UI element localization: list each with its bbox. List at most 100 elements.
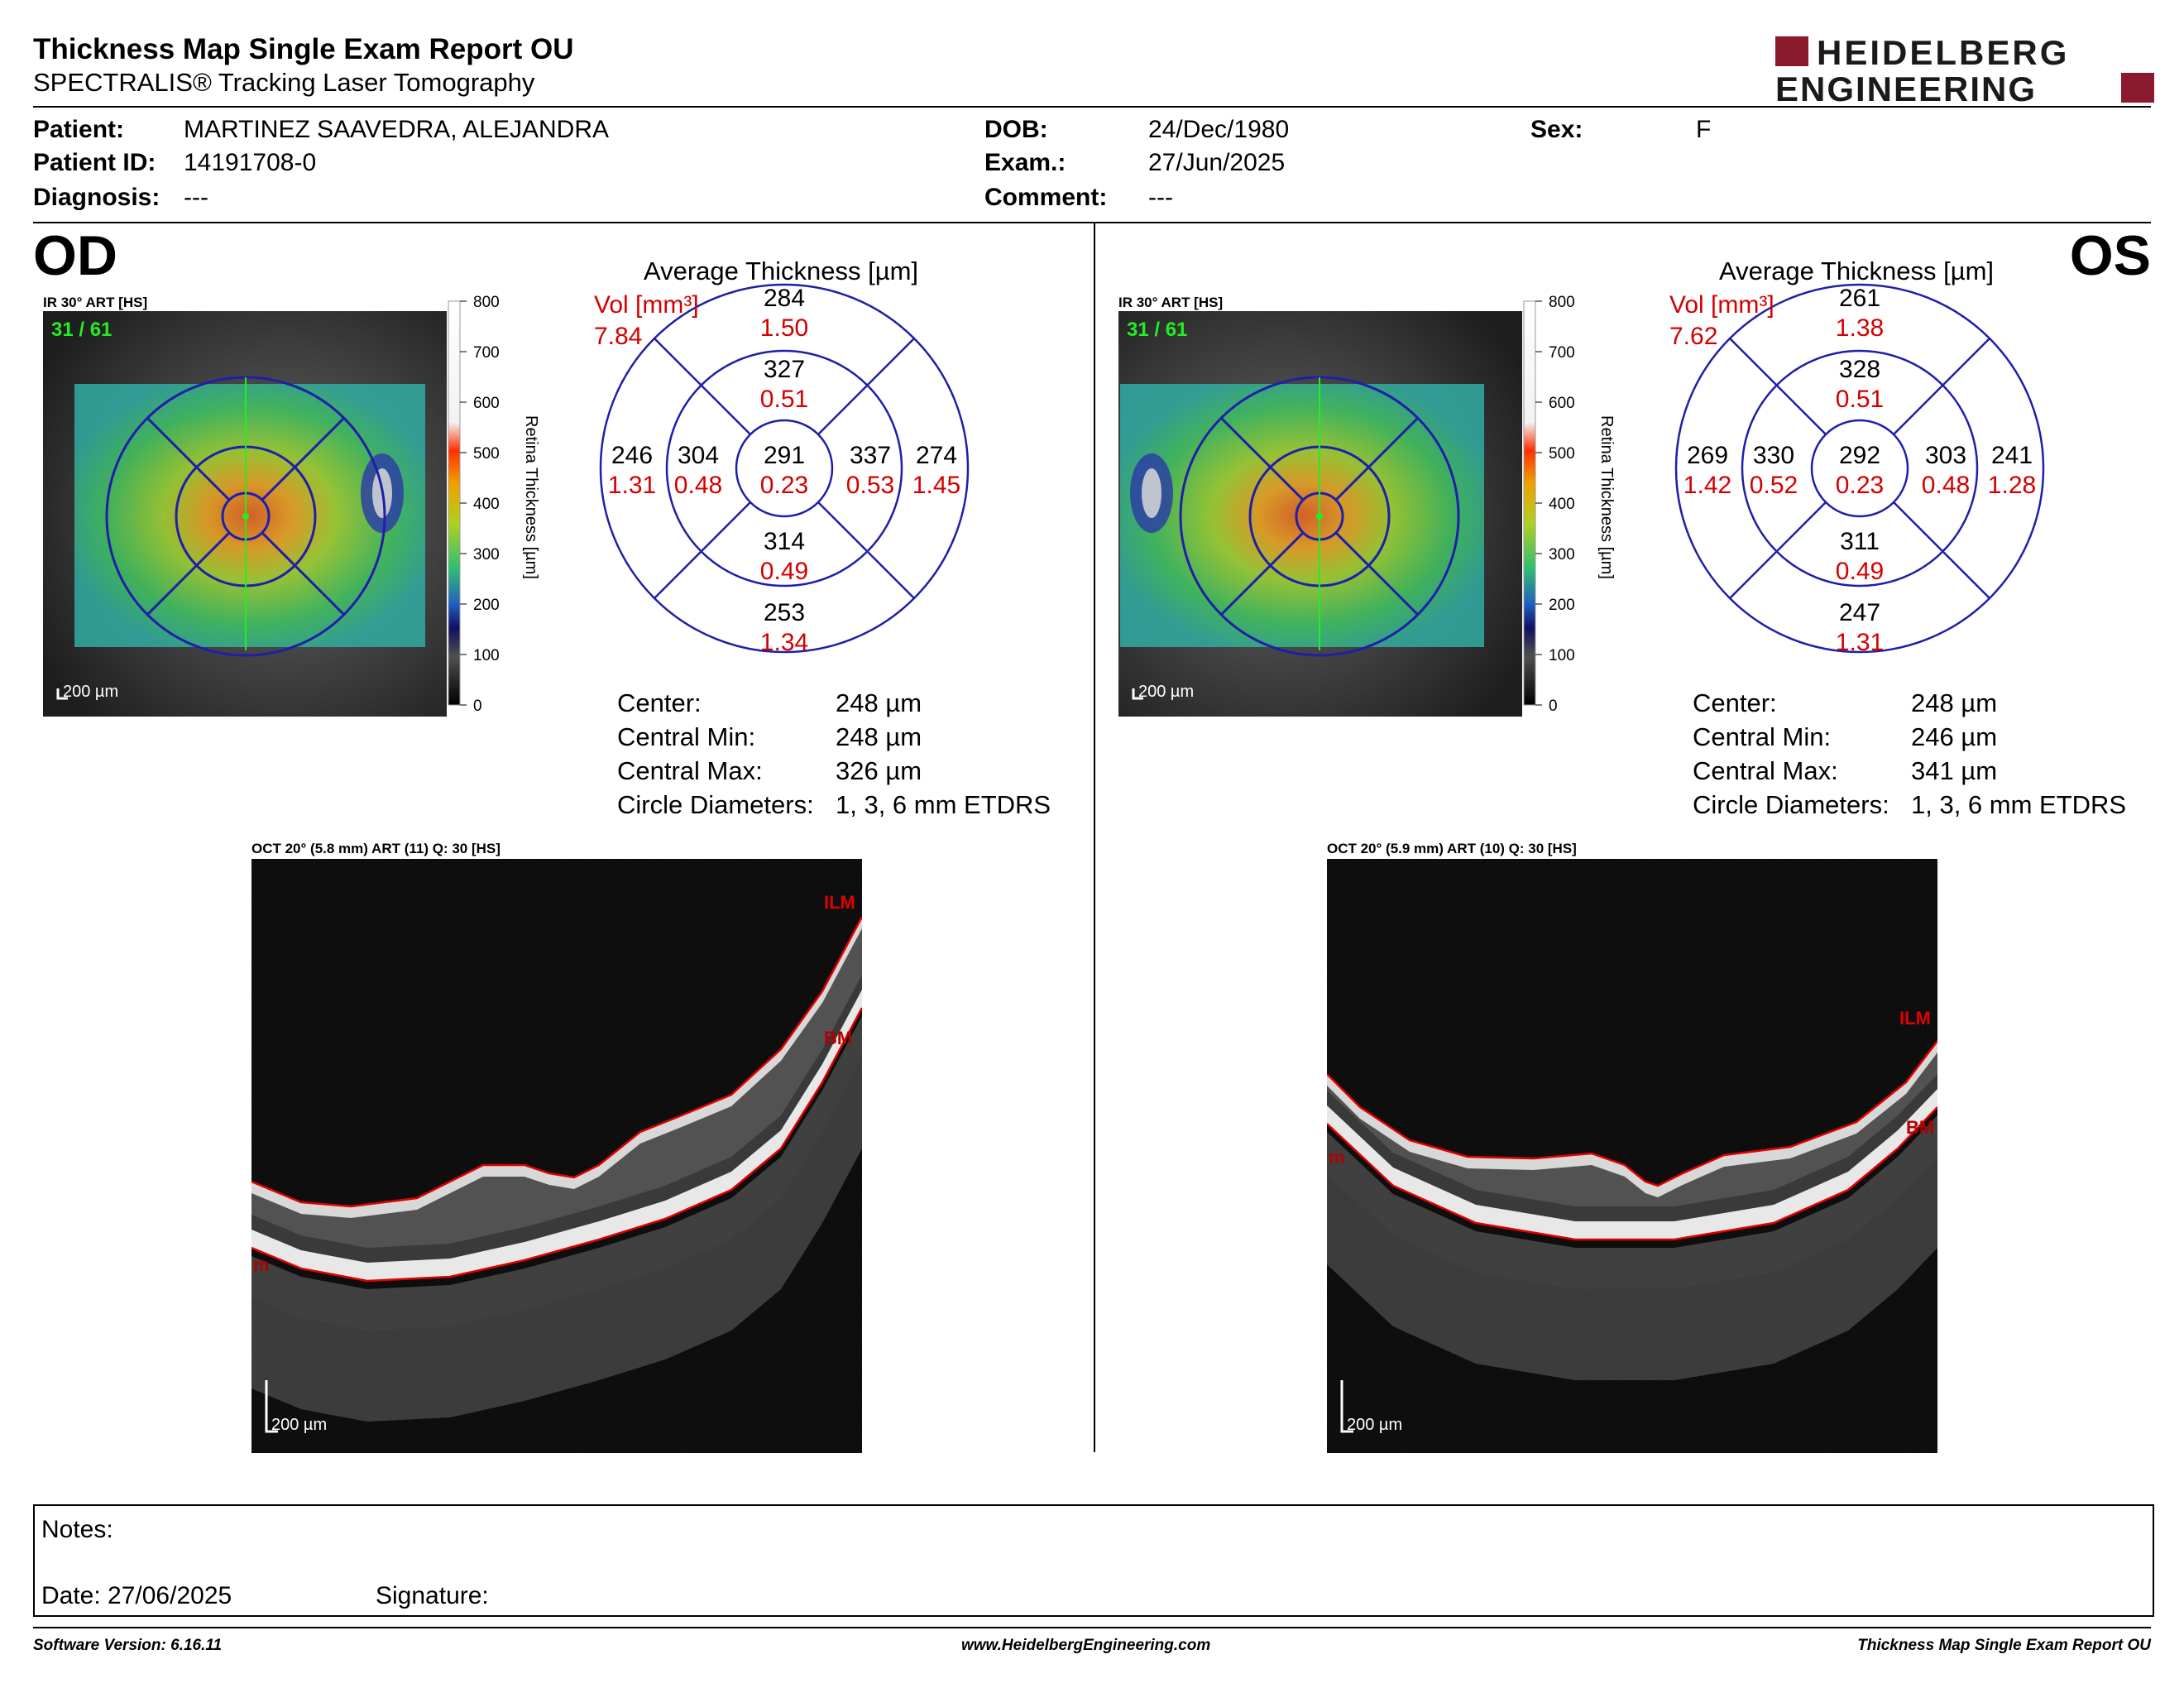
central-max-value: 326 µm <box>836 756 922 785</box>
ir-fundus-image: 31 / 61 200 µm <box>43 311 447 717</box>
footer-report-name: Thickness Map Single Exam Report OU <box>1857 1637 2151 1654</box>
patient-label: Patient: <box>33 116 125 143</box>
thickness-value-center: 292 <box>1839 442 1880 469</box>
notes-label: Notes: <box>41 1516 113 1543</box>
bm-label-left: m <box>1329 1147 1345 1168</box>
scale-tick-label: 0 <box>1549 698 1558 715</box>
thickness-value-inner-nasal: 303 <box>1925 442 1966 469</box>
comment-value: --- <box>1148 184 1173 211</box>
thickness-value-inner-sup: 327 <box>764 356 805 383</box>
scale-tick-label: 500 <box>1549 445 1575 463</box>
diagnosis-value: --- <box>184 184 208 211</box>
oct-bscan-image: ILM BM m 200 µm <box>1327 859 1937 1453</box>
oct-bscan-image: ILM BM m 200 µm <box>251 859 862 1453</box>
volume-value-outer-inf: 1.34 <box>760 629 808 656</box>
scale-tick-label: 100 <box>1549 647 1575 664</box>
exam-label: Exam.: <box>984 149 1066 176</box>
scale-tick-label: 700 <box>1549 344 1575 362</box>
scale-tick-label: 800 <box>1549 294 1575 311</box>
scale-tick-label: 600 <box>1549 395 1575 412</box>
central-min-value: 248 µm <box>836 722 922 751</box>
ir-scale-label: 200 µm <box>1138 683 1194 701</box>
dob-value: 24/Dec/1980 <box>1148 116 1290 143</box>
scale-tick-label: 500 <box>473 445 500 463</box>
thickness-value-outer-sup: 284 <box>764 285 805 312</box>
ilm-label: ILM <box>1899 1008 1931 1029</box>
heidelberg-logo: HEIDELBERG ENGINEERING <box>1775 33 2154 106</box>
thickness-value-inner-nasal: 337 <box>850 442 891 469</box>
signature-label: Signature: <box>376 1582 489 1609</box>
volume-value-center: 0.23 <box>1836 472 1884 499</box>
ir-scale-label: 200 µm <box>63 683 118 701</box>
report-title: Thickness Map Single Exam Report OU <box>33 33 574 65</box>
scale-tick-label: 0 <box>473 698 482 715</box>
central-max-label: Central Max: <box>617 756 763 785</box>
dob-label: DOB: <box>984 116 1048 143</box>
volume-value-inner-nasal: 0.53 <box>846 472 894 499</box>
scale-axis-label: Retina Thickness [µm] <box>1597 415 1616 579</box>
footer-website: www.HeidelbergEngineering.com <box>961 1637 1211 1654</box>
volume-value-inner-inf: 0.49 <box>1836 558 1884 585</box>
central-min-value: 246 µm <box>1911 722 1998 751</box>
comment-label: Comment: <box>984 184 1108 211</box>
volume-value-outer-temp: 1.31 <box>608 472 656 499</box>
logo-line2: ENGINEERING <box>1775 70 2037 106</box>
logo-line1: HEIDELBERG <box>1817 33 2069 72</box>
eye-divider <box>1094 223 1095 1452</box>
volume-value-outer-nasal: 1.45 <box>912 472 960 499</box>
scale-tick-label: 400 <box>1549 496 1575 513</box>
volume-value-outer-nasal: 1.28 <box>1988 472 2036 499</box>
volume-value-inner-temp: 0.52 <box>1750 472 1798 499</box>
central-min-label: Central Min: <box>1693 722 1832 751</box>
thickness-value-outer-inf: 247 <box>1839 599 1880 626</box>
scale-tick-label: 200 <box>1549 597 1575 614</box>
patient-rule <box>33 222 2151 223</box>
circle-diameters-value: 1, 3, 6 mm ETDRS <box>836 790 1051 819</box>
oct-scale-label: 200 µm <box>271 1416 327 1434</box>
scale-tick-label: 400 <box>473 496 500 513</box>
patient-id-value: 14191708-0 <box>184 149 317 176</box>
oct-image-title: OCT 20° (5.8 mm) ART (11) Q: 30 [HS] <box>251 841 500 856</box>
volume-value-outer-inf: 1.31 <box>1836 629 1884 656</box>
scale-tick-label: 300 <box>473 546 500 563</box>
thickness-value-inner-temp: 330 <box>1753 442 1794 469</box>
oct-image-title: OCT 20° (5.9 mm) ART (10) Q: 30 [HS] <box>1327 841 1577 856</box>
scale-tick-label: 800 <box>473 294 500 311</box>
exam-value: 27/Jun/2025 <box>1148 149 1286 176</box>
date-label: Date: 27/06/2025 <box>41 1582 232 1609</box>
volume-total: 7.84 <box>594 323 643 350</box>
center-label: Center: <box>1693 688 1777 717</box>
central-max-value: 341 µm <box>1911 756 1998 785</box>
volume-value-inner-inf: 0.49 <box>760 558 808 585</box>
thickness-color-scale: 800 700 600 500 400 300 200 100 0 Retina Thicknes… <box>448 294 540 715</box>
volume-value-inner-sup: 0.51 <box>760 386 808 413</box>
eye-label: OS <box>2069 224 2151 287</box>
frame-counter: 31 / 61 <box>1127 319 1187 341</box>
footer-software: Software Version: 6.16.11 <box>33 1637 223 1654</box>
thickness-value-outer-sup: 261 <box>1839 285 1880 312</box>
center-value: 248 µm <box>1911 688 1998 717</box>
volume-value-inner-temp: 0.48 <box>674 472 722 499</box>
patient-id-label: Patient ID: <box>33 149 156 176</box>
ilm-label: ILM <box>824 892 855 913</box>
thickness-value-outer-temp: 269 <box>1687 442 1728 469</box>
volume-label: Vol [mm³] <box>1669 291 1774 319</box>
oct-scale-label: 200 µm <box>1347 1416 1402 1434</box>
thickness-color-scale: 800 700 600 500 400 300 200 100 0 Retina Thicknes… <box>1523 294 1616 715</box>
volume-value-inner-nasal: 0.48 <box>1922 472 1970 499</box>
sex-value: F <box>1696 116 1712 143</box>
circle-diameters-label: Circle Diameters: <box>617 790 814 819</box>
volume-value-outer-sup: 1.38 <box>1836 314 1884 342</box>
volume-total: 7.62 <box>1669 323 1718 350</box>
thickness-value-outer-inf: 253 <box>764 599 805 626</box>
average-thickness-title: Average Thickness [µm] <box>1719 257 1995 285</box>
notes-box: Notes: Date: 27/06/2025 Signature: <box>33 1504 2154 1617</box>
central-min-label: Central Min: <box>617 722 756 751</box>
bm-label: BM <box>824 1028 852 1048</box>
thickness-value-outer-temp: 246 <box>611 442 653 469</box>
scale-tick-label: 200 <box>473 597 500 614</box>
bm-label-left: m <box>253 1254 270 1275</box>
thickness-value-inner-inf: 314 <box>764 528 805 555</box>
